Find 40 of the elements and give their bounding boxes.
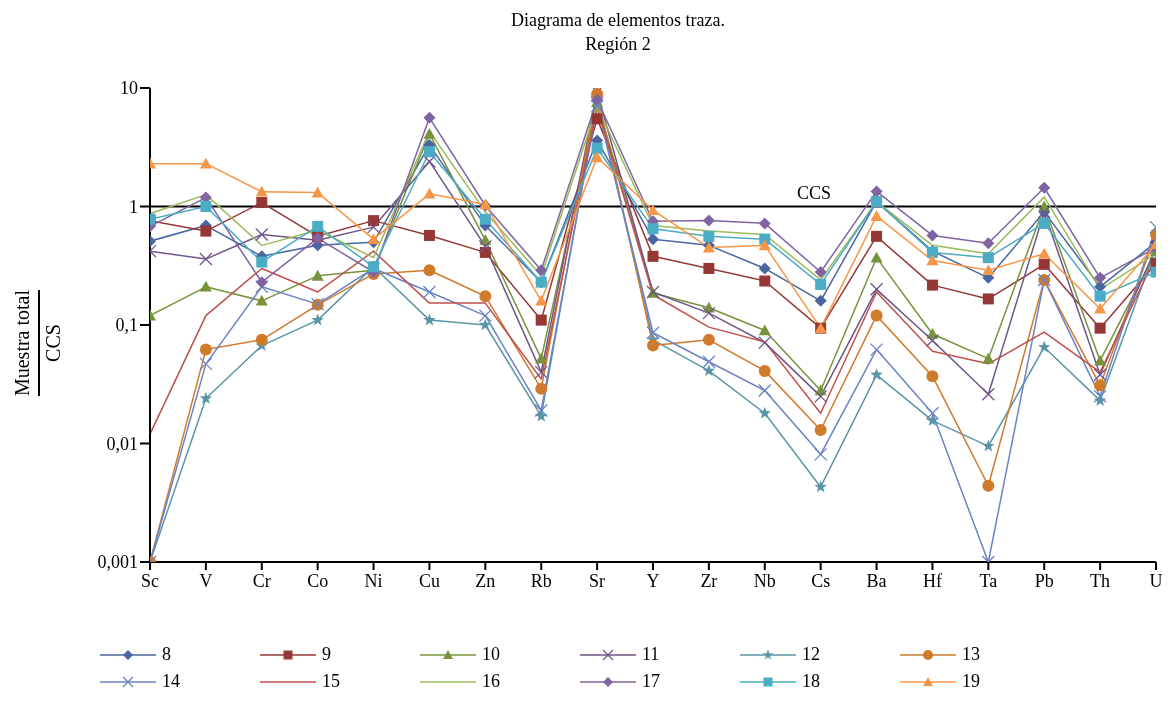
x-tick-label: U	[1149, 570, 1163, 591]
x-tick-label: Nb	[753, 570, 776, 591]
x-tick-label: Ba	[866, 570, 887, 591]
x-tick-label: Rb	[530, 570, 552, 591]
legend-label: 14	[162, 671, 180, 692]
x-tick-label: Y	[646, 570, 660, 591]
y-tick-label: 0,001	[97, 552, 138, 573]
y-tick-label: 1	[129, 196, 138, 217]
x-tick-label: Ta	[979, 570, 998, 591]
x-tick-label: Cs	[811, 570, 831, 591]
legend-label: 13	[962, 644, 980, 665]
y-axis-title: Muestra total CCS	[11, 289, 65, 397]
x-tick-label: Zn	[475, 570, 496, 591]
y-tick-label: 0,1	[115, 315, 138, 336]
x-tick-label: Hf	[922, 570, 942, 591]
legend-label: 9	[322, 644, 331, 665]
x-tick-label: Cr	[252, 570, 271, 591]
x-tick-label: Co	[307, 570, 329, 591]
legend-label: 11	[642, 644, 660, 665]
x-tick-label: V	[199, 570, 213, 591]
x-tick-label: Cu	[418, 570, 440, 591]
x-tick-label: Pb	[1034, 570, 1054, 591]
x-tick-label: Th	[1090, 570, 1111, 591]
x-tick-label: Ni	[364, 570, 383, 591]
legend-label: 19	[962, 671, 980, 692]
legend-label: 10	[482, 644, 500, 665]
y-tick-label: 10	[120, 78, 138, 99]
x-tick-label: Sr	[589, 570, 606, 591]
legend-label: 8	[162, 644, 171, 665]
x-tick-label: Zr	[700, 570, 718, 591]
legend-label: 17	[642, 671, 660, 692]
legend-label: 18	[802, 671, 820, 692]
x-tick-label: Sc	[141, 570, 160, 591]
ref-line-label: CCS	[796, 182, 831, 203]
legend-label: 16	[482, 671, 500, 692]
chart-subtitle: Región 2	[584, 33, 652, 56]
chart-title: Diagrama de elementos traza.	[510, 9, 726, 32]
legend-label: 12	[802, 644, 820, 665]
y-tick-label: 0,01	[106, 433, 138, 454]
legend-label: 15	[322, 671, 340, 692]
